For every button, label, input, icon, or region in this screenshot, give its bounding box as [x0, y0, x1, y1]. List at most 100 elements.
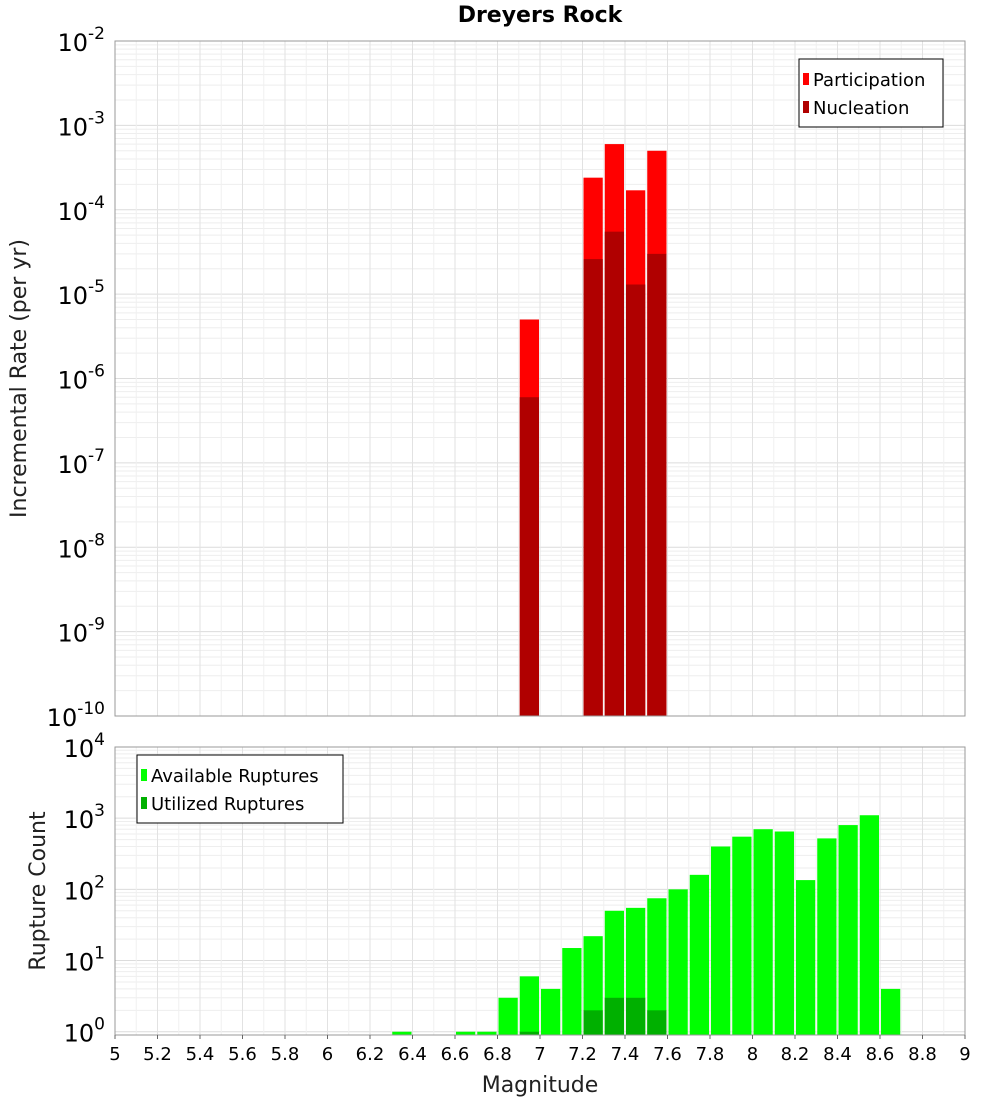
y-tick-exponent: -3	[88, 108, 105, 128]
bar	[753, 829, 773, 1035]
y-tick-exponent: -8	[88, 530, 105, 550]
bar	[477, 1031, 497, 1035]
y-tick-label: 101	[64, 944, 105, 977]
series-available-ruptures	[392, 815, 901, 1035]
bar	[583, 259, 603, 716]
y-tick-label: 104	[64, 730, 105, 763]
y-tick-label: 103	[64, 801, 105, 834]
x-tick-label: 6.4	[398, 1044, 427, 1065]
y-axis-label: Incremental Rate (per yr)	[7, 239, 32, 518]
bar	[519, 976, 539, 1035]
legend-swatch	[803, 73, 809, 85]
y-tick-label: 102	[64, 872, 105, 905]
bar	[583, 1010, 603, 1035]
legend-1: Available Ruptures Utilized Ruptures	[136, 754, 344, 824]
bar	[498, 997, 518, 1035]
bar	[392, 1031, 412, 1035]
x-tick-label: 6.2	[356, 1044, 385, 1065]
bar	[604, 231, 624, 716]
y-tick-label: 10-4	[58, 193, 106, 226]
legend-label: Available Ruptures	[151, 766, 319, 787]
bar	[774, 831, 794, 1035]
x-tick-label: 6.6	[441, 1044, 470, 1065]
bar	[519, 397, 539, 716]
y-tick-exponent: -4	[88, 193, 105, 213]
x-tick-label: 7.6	[653, 1044, 682, 1065]
bar	[519, 1031, 539, 1035]
y-tick-label: 10-2	[58, 24, 106, 57]
y-tick-exponent: 3	[94, 801, 105, 821]
bar	[647, 898, 667, 1035]
x-tick-label: 8.4	[823, 1044, 852, 1065]
y-tick-label: 10-9	[58, 615, 106, 648]
bar	[711, 846, 731, 1035]
y-tick-exponent: 4	[94, 730, 105, 750]
bar	[859, 815, 879, 1035]
series-utilized-ruptures	[519, 997, 667, 1035]
x-tick-label: 7.4	[611, 1044, 640, 1065]
x-tick-label: 5.4	[186, 1044, 215, 1065]
grid-0	[114, 40, 966, 717]
bar	[732, 836, 752, 1035]
legend-box	[136, 754, 344, 824]
chart-panel-0: 10-10 10-9 10-8 10-7 10-6 10-5 10-4 10-3 10-2 Dre…	[7, 3, 966, 732]
series-nucleation	[519, 231, 667, 716]
bar	[647, 1010, 667, 1035]
x-tick-label: 5	[109, 1044, 120, 1065]
x-tick-label: 5.6	[228, 1044, 257, 1065]
legend-label: Participation	[813, 70, 925, 91]
y-tick-label: 10-3	[58, 108, 106, 141]
bar	[796, 880, 816, 1035]
y-tick-exponent: 2	[94, 872, 105, 892]
x-tick-label: 8.8	[908, 1044, 937, 1065]
bar	[562, 948, 582, 1035]
x-tick-label: 7	[534, 1044, 545, 1065]
y-tick-label: 10-7	[58, 446, 106, 479]
legend-swatch	[141, 797, 147, 809]
bar	[689, 874, 709, 1035]
bar	[626, 284, 646, 716]
y-tick-label: 10-5	[58, 277, 106, 310]
y-tick-label: 10-6	[58, 362, 106, 395]
y-tick-exponent: -6	[88, 362, 105, 382]
y-tick-exponent: -2	[88, 24, 105, 44]
bar	[626, 997, 646, 1035]
x-tick-label: 8	[747, 1044, 758, 1065]
y-tick-exponent: -10	[77, 699, 105, 719]
bar	[456, 1031, 476, 1035]
x-tick-label: 9	[959, 1044, 970, 1065]
y-axis-label: Rupture Count	[26, 811, 51, 971]
x-tick-label: 6	[322, 1044, 333, 1065]
legend-box	[798, 58, 944, 128]
x-tick-label: 7.8	[696, 1044, 725, 1065]
y-tick-label: 10-10	[47, 699, 105, 732]
y-tick-exponent: 0	[94, 1015, 105, 1035]
bar	[583, 936, 603, 1035]
legend-label: Utilized Ruptures	[151, 794, 304, 815]
bar	[881, 988, 901, 1035]
x-axis-label: Magnitude	[482, 1073, 599, 1098]
x-tick-label: 6.8	[483, 1044, 512, 1065]
y-tick-exponent: -5	[88, 277, 105, 297]
y-tick-exponent: -9	[88, 615, 105, 635]
bar	[817, 838, 837, 1035]
legend-0: Participation Nucleation	[798, 58, 944, 128]
x-tick-label: 8.6	[866, 1044, 895, 1065]
plot-border-0	[114, 40, 966, 717]
y-tick-exponent: -7	[88, 446, 105, 466]
x-tick-label: 7.2	[568, 1044, 597, 1065]
y-tick-exponent: 1	[94, 944, 105, 964]
legend-swatch	[803, 101, 809, 113]
bar	[668, 889, 688, 1035]
legend-label: Nucleation	[813, 98, 909, 119]
bar	[541, 988, 561, 1035]
bar	[838, 825, 858, 1035]
legend-swatch	[141, 769, 147, 781]
x-tick-label: 8.2	[781, 1044, 810, 1065]
x-tick-label: 5.8	[271, 1044, 300, 1065]
y-tick-label: 100	[64, 1015, 105, 1048]
bar	[604, 997, 624, 1035]
